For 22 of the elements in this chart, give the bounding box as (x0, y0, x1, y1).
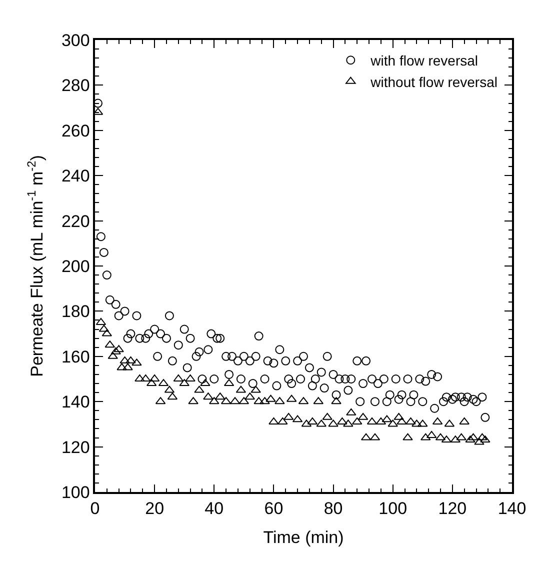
x-tick-label: 0 (90, 499, 100, 518)
y-tick-label: 140 (61, 392, 90, 412)
y-tick-label: 120 (61, 438, 90, 457)
y-tick-label: 300 (61, 30, 90, 50)
x-tick-label: 40 (204, 499, 224, 518)
y-tick-label: 160 (61, 347, 90, 366)
y-tick-label: 200 (61, 256, 90, 276)
x-tick-label: 80 (324, 499, 343, 518)
y-tick-label: 260 (61, 121, 90, 140)
x-axis-title: Time (min) (263, 528, 344, 548)
y-tick-label: 100 (61, 482, 90, 502)
y-tick-label: 280 (61, 76, 90, 96)
x-tick-label: 60 (264, 499, 284, 518)
x-tick-label: 20 (145, 499, 164, 518)
x-tick-label: 140 (498, 499, 526, 518)
legend-label: with flow reversal (370, 52, 478, 69)
x-tick-label: 100 (378, 499, 408, 518)
legend-label: without flow reversal (370, 74, 498, 90)
y-tick-label: 180 (61, 302, 90, 322)
y-tick-label: 220 (61, 212, 90, 231)
y-tick-label: 240 (61, 166, 90, 186)
x-tick-label: 120 (438, 499, 467, 518)
